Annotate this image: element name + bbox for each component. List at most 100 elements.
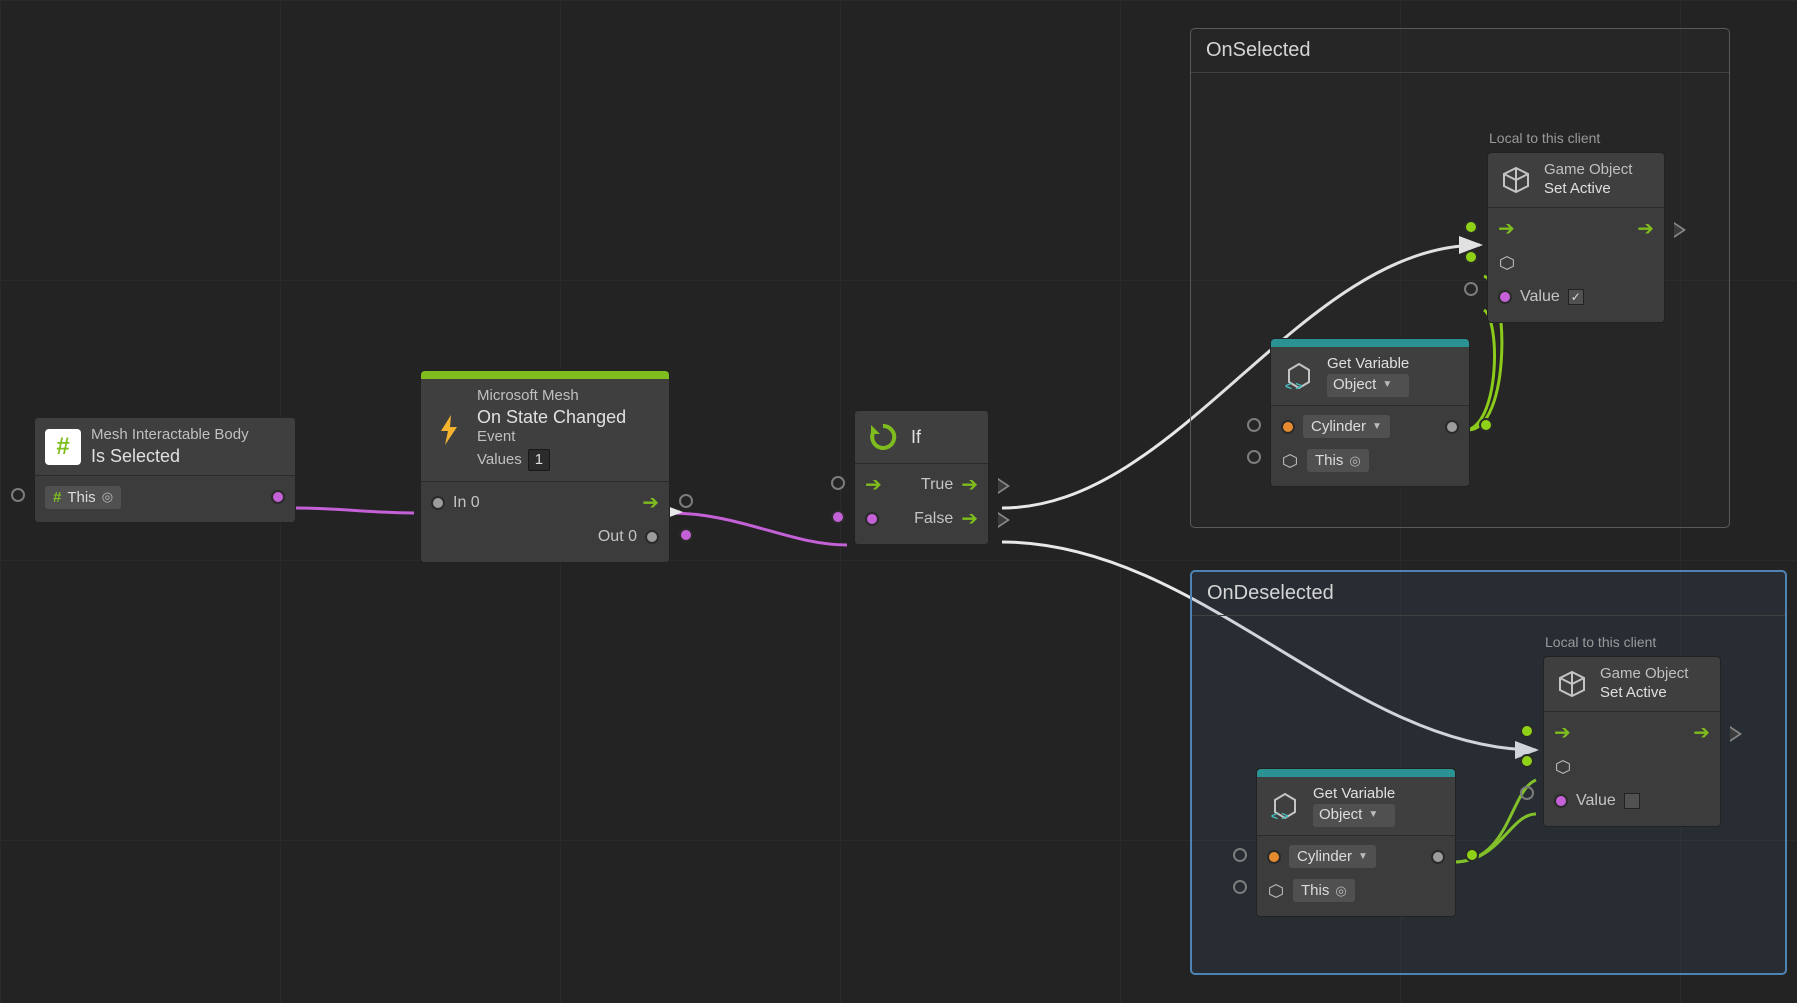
port-var[interactable]: [1281, 420, 1295, 434]
port-flow-in-ext[interactable]: [1520, 724, 1534, 738]
port-flow-in-ext[interactable]: [1464, 220, 1478, 234]
port-flow-out-ext[interactable]: [1730, 726, 1742, 742]
port-data-out-ext[interactable]: [679, 528, 693, 542]
port-in[interactable]: [431, 496, 445, 510]
node-header[interactable]: Game Object Set Active: [1544, 657, 1720, 712]
node-if[interactable]: If ➔ True ➔ False ➔: [854, 410, 989, 545]
port-out[interactable]: [1431, 850, 1445, 864]
port-out-bool[interactable]: [271, 490, 285, 504]
target-selector[interactable]: This ◎: [1307, 449, 1369, 472]
local-note: Local to this client: [1545, 634, 1656, 650]
value-label: Value: [1576, 792, 1616, 810]
false-label: False: [914, 510, 953, 528]
port-out-ext[interactable]: [1479, 418, 1493, 432]
port-value[interactable]: [1554, 794, 1568, 808]
variable-selector[interactable]: Cylinder ▼: [1289, 845, 1376, 868]
values-count[interactable]: 1: [528, 449, 550, 472]
node-title: Is Selected: [91, 445, 249, 468]
port-flow-out-ext[interactable]: [679, 494, 693, 508]
node-header[interactable]: If: [855, 411, 988, 464]
flow-out-arrow-icon[interactable]: ➔: [642, 493, 659, 513]
port-obj-in-ext[interactable]: [1464, 250, 1478, 264]
node-header[interactable]: < > Get Variable Object ▼: [1271, 347, 1469, 406]
target-picker-icon: ◎: [1335, 883, 1346, 899]
node-title: Set Active: [1544, 180, 1632, 199]
node-title: Get Variable: [1313, 785, 1395, 804]
port-in-ext1[interactable]: [1233, 848, 1247, 862]
chevron-down-icon: ▼: [1372, 421, 1382, 432]
branch-icon: [865, 419, 901, 455]
port-out[interactable]: [1445, 420, 1459, 434]
node-title: Set Active: [1600, 684, 1688, 703]
node-set-active[interactable]: Game Object Set Active ➔ ➔ Value ✓: [1487, 152, 1665, 323]
svg-text:< >: < >: [1271, 809, 1288, 822]
port-in-ext2[interactable]: [1247, 450, 1261, 464]
scope-selector[interactable]: Object ▼: [1327, 374, 1409, 397]
node-subtitle: Mesh Interactable Body: [91, 426, 249, 445]
getvar-strip: [1257, 769, 1455, 777]
group-title[interactable]: OnDeselected: [1192, 572, 1785, 616]
flow-in-icon[interactable]: ➔: [1554, 723, 1571, 743]
cube-mini-icon: [1281, 452, 1299, 470]
object-port-icon[interactable]: [1498, 254, 1516, 272]
node-is-selected[interactable]: # Mesh Interactable Body Is Selected # T…: [34, 417, 296, 523]
target-value: This: [67, 489, 95, 506]
node-set-active[interactable]: Game Object Set Active ➔ ➔ Value: [1543, 656, 1721, 827]
node-title: If: [911, 427, 921, 448]
flow-in-arrow-icon: ➔: [865, 475, 882, 495]
port-in-ext1[interactable]: [1247, 418, 1261, 432]
lightning-icon: [431, 412, 467, 448]
port-var[interactable]: [1267, 850, 1281, 864]
port-cond-in-ext[interactable]: [831, 510, 845, 524]
port-cond-in[interactable]: [865, 512, 879, 526]
scope-selector[interactable]: Object ▼: [1313, 804, 1395, 827]
node-get-variable[interactable]: < > Get Variable Object ▼ Cylinder ▼: [1270, 338, 1470, 487]
node-on-state-changed[interactable]: Microsoft Mesh On State Changed Event Va…: [420, 370, 670, 563]
variable-selector[interactable]: Cylinder ▼: [1303, 415, 1390, 438]
port-in-ext2[interactable]: [1233, 880, 1247, 894]
node-header[interactable]: Microsoft Mesh On State Changed Event Va…: [421, 379, 669, 482]
getvar-icon: < >: [1281, 358, 1317, 394]
target-selector[interactable]: # This ◎: [45, 486, 121, 509]
visual-script-canvas[interactable]: # Mesh Interactable Body Is Selected # T…: [0, 0, 1797, 1003]
port-value[interactable]: [1498, 290, 1512, 304]
event-strip: [421, 371, 669, 379]
node-get-variable[interactable]: < > Get Variable Object ▼ Cylinder ▼: [1256, 768, 1456, 917]
port-flow-out-ext[interactable]: [1674, 222, 1686, 238]
hash-mini-icon: #: [53, 489, 61, 506]
flow-out-icon[interactable]: ➔: [1693, 723, 1710, 743]
false-flow-icon[interactable]: ➔: [961, 509, 978, 529]
port-true-ext[interactable]: [998, 478, 1010, 494]
svg-text:< >: < >: [1285, 379, 1302, 392]
in-label: In 0: [453, 494, 480, 512]
values-label: Values: [477, 451, 522, 470]
flow-out-icon[interactable]: ➔: [1637, 219, 1654, 239]
target-picker-icon: ◎: [1349, 453, 1360, 469]
hash-icon: #: [45, 429, 81, 465]
port-val-in-ext[interactable]: [1464, 282, 1478, 296]
target-selector[interactable]: This ◎: [1293, 879, 1355, 902]
flow-in-icon[interactable]: ➔: [1498, 219, 1515, 239]
node-header[interactable]: Game Object Set Active: [1488, 153, 1664, 208]
node-title: Get Variable: [1327, 355, 1409, 374]
node-subtitle: Game Object: [1544, 161, 1632, 180]
node-header[interactable]: # Mesh Interactable Body Is Selected: [35, 418, 295, 476]
value-checkbox[interactable]: [1624, 793, 1640, 809]
port-out[interactable]: [645, 530, 659, 544]
getvar-strip: [1271, 339, 1469, 347]
port-obj-in-ext[interactable]: [1520, 754, 1534, 768]
true-flow-icon[interactable]: ➔: [961, 475, 978, 495]
port-false-ext[interactable]: [998, 512, 1010, 528]
port-out-ext[interactable]: [1465, 848, 1479, 862]
cube-icon: [1554, 666, 1590, 702]
value-checkbox[interactable]: ✓: [1568, 289, 1584, 305]
chevron-down-icon: ▼: [1382, 379, 1392, 392]
value-label: Value: [1520, 288, 1560, 306]
object-port-icon[interactable]: [1554, 758, 1572, 776]
cube-mini-icon: [1267, 882, 1285, 900]
port-flow-in-ext[interactable]: [831, 476, 845, 490]
port-val-in-ext[interactable]: [1520, 786, 1534, 800]
group-title[interactable]: OnSelected: [1191, 29, 1729, 73]
getvar-icon: < >: [1267, 788, 1303, 824]
node-header[interactable]: < > Get Variable Object ▼: [1257, 777, 1455, 836]
